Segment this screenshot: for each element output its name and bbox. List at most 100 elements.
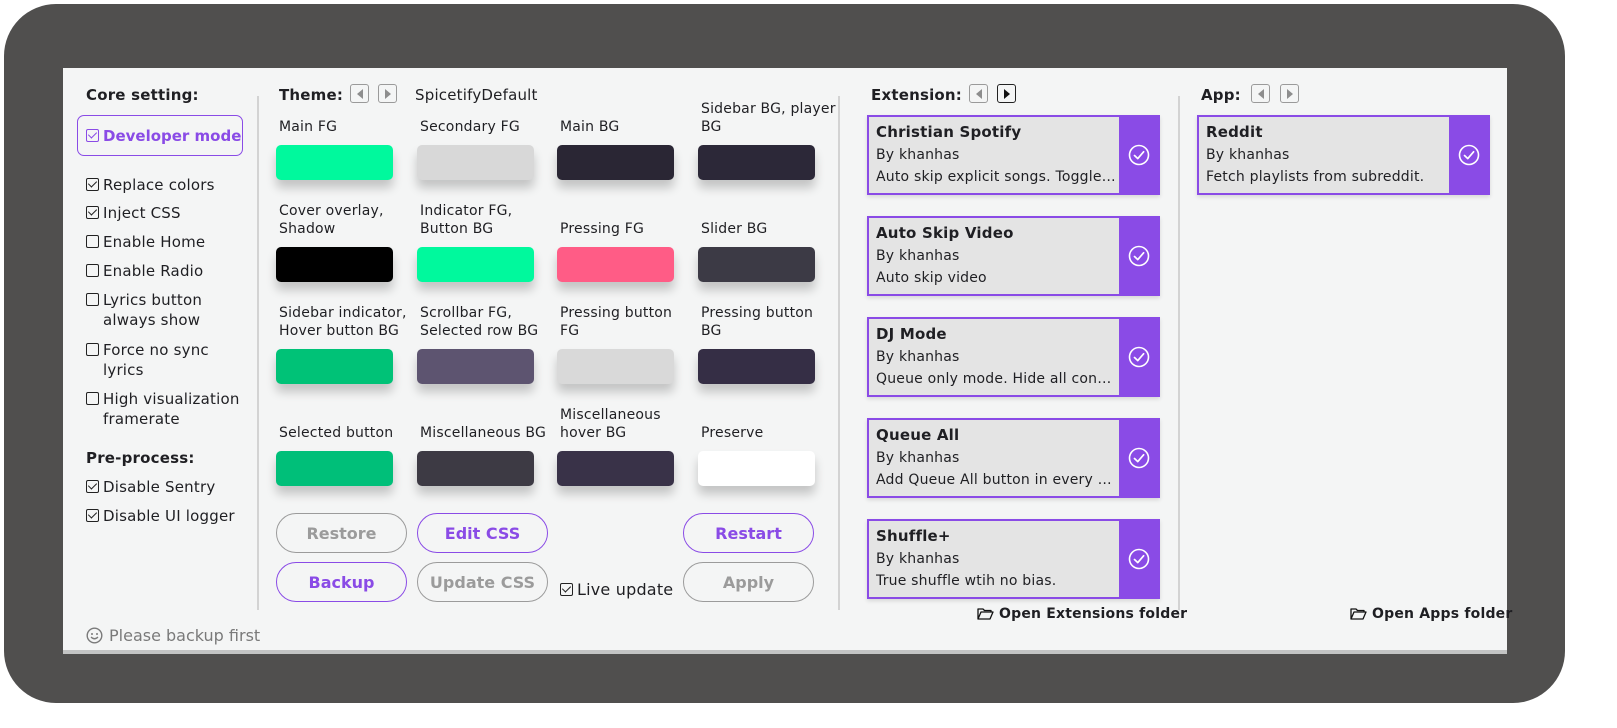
check-circle-icon [1458, 144, 1479, 166]
color-swatch[interactable] [557, 145, 674, 180]
color-swatch[interactable] [276, 247, 393, 282]
enable-toggle[interactable] [1119, 117, 1158, 193]
checkbox-icon [86, 178, 99, 191]
checkbox-icon [86, 343, 99, 356]
developer-mode-checkbox[interactable]: Developer mode [77, 115, 243, 156]
card-item[interactable]: DJ Mode By khanhas Queue only mode. Hide a… [867, 317, 1160, 397]
color-swatch[interactable] [698, 349, 815, 384]
color-label: Indicator FG, Button BG [420, 203, 513, 237]
card-item[interactable]: Shuffle+ By khanhas True shuffle wtih no b… [867, 519, 1160, 599]
check-circle-icon [1128, 447, 1149, 469]
card-description: True shuffle wtih no bias. [876, 573, 1057, 589]
folder-icon [977, 608, 994, 620]
color-label: Main BG [560, 119, 620, 135]
disable-sentry-checkbox[interactable]: Disable Sentry [86, 477, 246, 497]
column-divider [257, 96, 259, 610]
restore-button[interactable]: Restore [276, 513, 407, 553]
card-item[interactable]: Queue All By khanhas Add Queue All button … [867, 418, 1160, 498]
check-circle-icon [1128, 144, 1149, 166]
card-author: By khanhas [876, 248, 960, 264]
color-swatch[interactable] [417, 247, 534, 282]
enable-home-checkbox[interactable]: Enable Home [86, 232, 246, 252]
folder-icon [1350, 608, 1367, 620]
theme-name: SpicetifyDefault [415, 86, 538, 104]
color-swatch[interactable] [417, 349, 534, 384]
high-visualization-framerate-checkbox[interactable]: High visualization framerate [86, 389, 251, 429]
disable-ui-logger-checkbox[interactable]: Disable UI logger [86, 506, 251, 526]
column-divider [838, 96, 840, 610]
checkbox-icon [86, 129, 99, 142]
arrow-left-icon [975, 88, 982, 99]
enable-toggle[interactable] [1119, 319, 1158, 395]
color-label: Slider BG [701, 221, 768, 237]
card-title: Shuffle+ [876, 527, 951, 545]
card-item[interactable]: Christian Spotify By khanhas Auto skip exp… [867, 115, 1160, 195]
checkbox-icon [86, 206, 99, 219]
theme-next-button[interactable] [378, 84, 397, 103]
enable-radio-checkbox[interactable]: Enable Radio [86, 261, 246, 281]
arrow-right-icon [1286, 88, 1293, 99]
extension-next-button[interactable] [997, 84, 1016, 103]
card-description: Add Queue All button in every album. [876, 472, 1116, 488]
color-swatch[interactable] [276, 349, 393, 384]
open-apps-folder-link[interactable]: Open Apps folder [1350, 606, 1512, 622]
force-no-sync-lyrics-checkbox[interactable]: Force no sync lyrics [86, 340, 226, 380]
card-author: By khanhas [876, 147, 960, 163]
checkbox-label: Enable Radio [103, 262, 204, 280]
backup-button[interactable]: Backup [276, 562, 407, 602]
color-swatch[interactable] [557, 451, 674, 486]
card-author: By khanhas [1206, 147, 1290, 163]
restart-button[interactable]: Restart [683, 513, 814, 553]
color-swatch[interactable] [698, 145, 815, 180]
enable-toggle[interactable] [1119, 420, 1158, 496]
card-title: DJ Mode [876, 325, 947, 343]
checkbox-label: Replace colors [103, 176, 215, 194]
inject-css-checkbox[interactable]: Inject CSS [86, 203, 246, 223]
app-prev-button[interactable] [1251, 84, 1270, 103]
color-swatch[interactable] [698, 451, 815, 486]
open-extensions-folder-link[interactable]: Open Extensions folder [977, 606, 1187, 622]
arrow-left-icon [356, 88, 363, 99]
apply-button[interactable]: Apply [683, 562, 814, 602]
enable-toggle[interactable] [1119, 218, 1158, 294]
checkbox-label: High visualization framerate [103, 390, 240, 428]
color-swatch[interactable] [276, 145, 393, 180]
color-label: Selected button [279, 425, 394, 441]
color-swatch[interactable] [557, 247, 674, 282]
replace-colors-checkbox[interactable]: Replace colors [86, 175, 246, 195]
extension-prev-button[interactable] [969, 84, 988, 103]
color-swatch[interactable] [276, 451, 393, 486]
open-apps-folder-label: Open Apps folder [1372, 606, 1513, 622]
app-next-button[interactable] [1280, 84, 1299, 103]
checkbox-icon [86, 509, 99, 522]
checkbox-label: Inject CSS [103, 204, 181, 222]
theme-prev-button[interactable] [350, 84, 369, 103]
card-description: Fetch playlists from subreddit. [1206, 169, 1425, 185]
smiley-icon [86, 627, 103, 644]
card-title: Auto Skip Video [876, 224, 1014, 242]
color-swatch[interactable] [698, 247, 815, 282]
edit-css-button[interactable]: Edit CSS [417, 513, 548, 553]
card-description: Queue only mode. Hide all controls. [876, 371, 1116, 387]
color-label: Sidebar indicator, Hover button BG [279, 305, 407, 339]
color-swatch[interactable] [557, 349, 674, 384]
enable-toggle[interactable] [1119, 521, 1158, 597]
lyrics-button-always-show-checkbox[interactable]: Lyrics button always show [86, 290, 236, 330]
color-swatch[interactable] [417, 145, 534, 180]
card-title: Reddit [1206, 123, 1263, 141]
card-item[interactable]: Auto Skip Video By khanhas Auto skip video [867, 216, 1160, 296]
enable-toggle[interactable] [1449, 117, 1488, 193]
arrow-right-icon [384, 88, 391, 99]
checkbox-label: Disable Sentry [103, 478, 216, 496]
pre-process-title: Pre-process: [86, 449, 195, 467]
update-css-button[interactable]: Update CSS [417, 562, 548, 602]
live-update-checkbox[interactable]: Live update [560, 580, 673, 600]
theme-title: Theme: [279, 86, 344, 104]
color-label: Preserve [701, 425, 764, 441]
color-label: Main FG [279, 119, 338, 135]
color-label: Miscellaneous hover BG [560, 407, 661, 441]
color-label: Scrollbar FG, Selected row BG [420, 305, 539, 339]
color-label: Secondary FG [420, 119, 520, 135]
card-item[interactable]: Reddit By khanhas Fetch playlists from sub… [1197, 115, 1490, 195]
color-swatch[interactable] [417, 451, 534, 486]
